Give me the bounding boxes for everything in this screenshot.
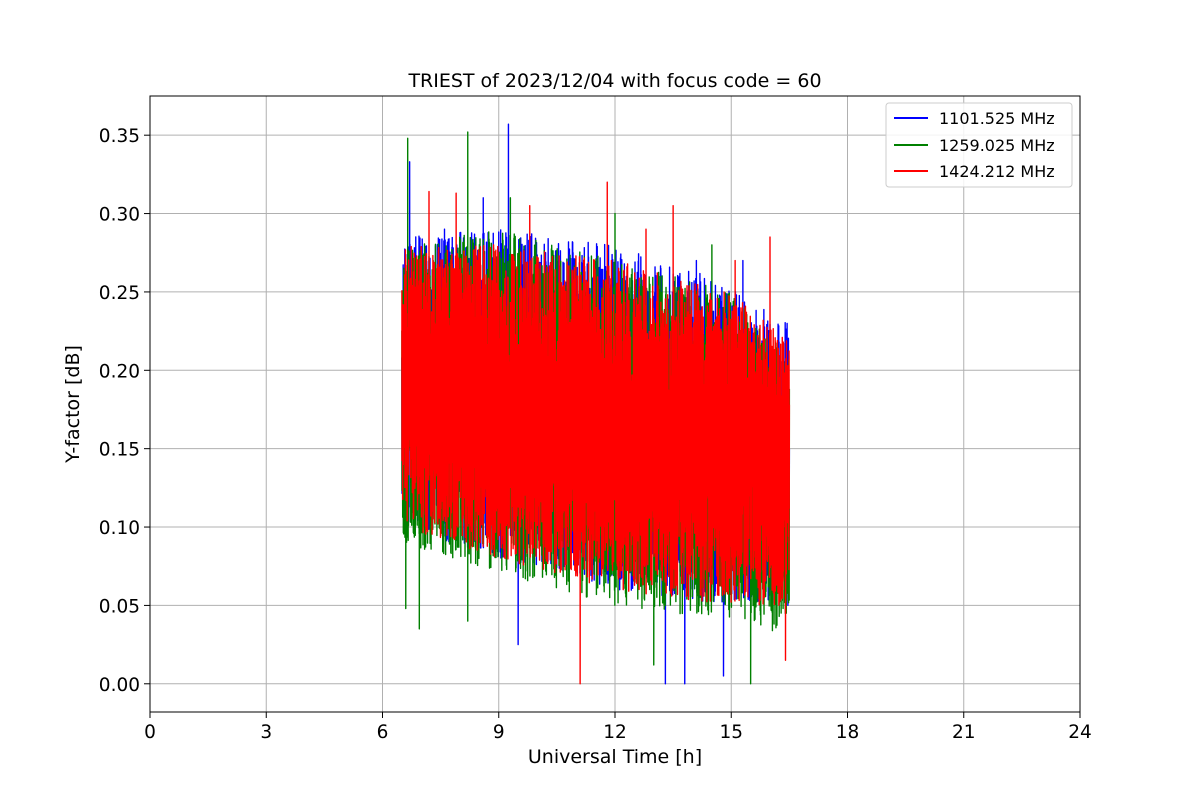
x-tick-label: 18	[836, 722, 860, 743]
x-tick-label: 0	[144, 722, 156, 743]
y-tick-label: 0.10	[99, 518, 140, 539]
x-tick-label: 15	[719, 722, 743, 743]
x-tick-label: 21	[952, 722, 976, 743]
y-tick-label: 0.15	[99, 440, 140, 461]
x-tick-label: 9	[493, 722, 505, 743]
y-tick-label: 0.30	[99, 205, 140, 226]
y-tick-label: 0.05	[99, 596, 140, 617]
y-axis-ticks: 0.00 0.05 0.10 0.15 0.20 0.25 0.30 0.35	[99, 126, 150, 696]
x-tick-label: 3	[260, 722, 272, 743]
y-tick-label: 0.35	[99, 126, 140, 147]
y-tick-label: 0.25	[99, 283, 140, 304]
x-tick-label: 24	[1068, 722, 1092, 743]
y-axis-label: Y-factor [dB]	[62, 345, 84, 464]
legend-label-1101: 1101.525 MHz	[939, 109, 1055, 128]
chart-title: TRIEST of 2023/12/04 with focus code = 6…	[407, 70, 821, 92]
legend: 1101.525 MHz 1259.025 MHz 1424.212 MHz	[885, 102, 1073, 188]
y-tick-label: 0.00	[99, 675, 140, 696]
series-line-1424-212	[401, 181, 791, 685]
y-tick-label: 0.20	[99, 361, 140, 382]
x-axis-ticks: 0 3 6 9 12 15 18 21 24	[144, 712, 1092, 743]
series-layer	[401, 123, 791, 685]
x-tick-label: 6	[377, 722, 389, 743]
legend-label-1259: 1259.025 MHz	[939, 136, 1055, 155]
legend-box	[885, 102, 1073, 188]
x-axis-label: Universal Time [h]	[528, 746, 702, 768]
legend-label-1424: 1424.212 MHz	[939, 162, 1055, 181]
x-tick-label: 12	[603, 722, 627, 743]
